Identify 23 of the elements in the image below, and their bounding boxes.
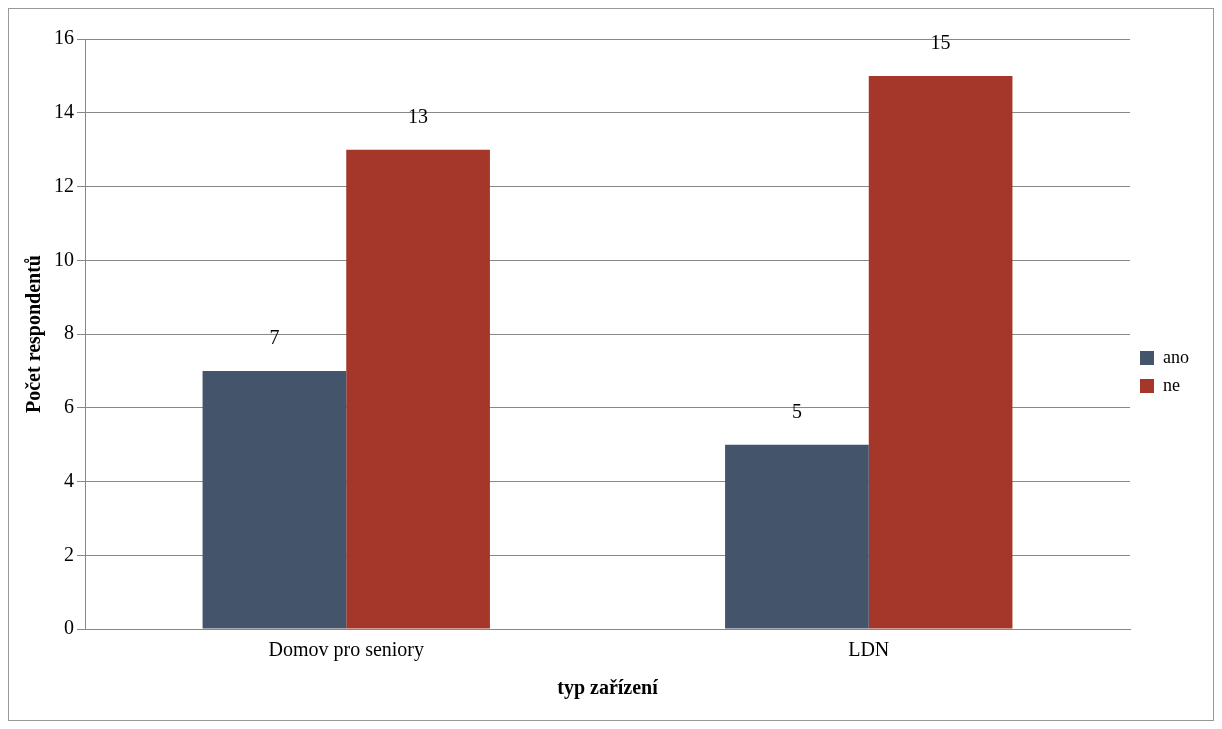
y-tick-label: 4 — [64, 468, 74, 491]
x-axis-title: typ zařízení — [557, 676, 659, 700]
x-tick-label: LDN — [848, 638, 890, 661]
y-axis-title: Počet respondentů — [22, 255, 46, 413]
y-tick-label: 16 — [54, 26, 74, 49]
data-label: 13 — [408, 104, 429, 127]
y-tick-label: 0 — [64, 616, 74, 639]
data-label: 5 — [791, 399, 802, 422]
bar — [202, 370, 347, 629]
x-tick-label: Domov pro seniory — [268, 638, 425, 662]
legend-label: ano — [1163, 346, 1190, 367]
data-label: 15 — [930, 31, 951, 54]
bar — [346, 149, 490, 629]
bar — [868, 75, 1013, 629]
legend-label: ne — [1163, 374, 1181, 395]
y-tick-label: 10 — [54, 247, 74, 270]
y-tick-label: 14 — [54, 100, 74, 122]
y-tick-label: 6 — [64, 395, 74, 417]
bar — [725, 444, 869, 629]
y-tick-label: 8 — [64, 321, 74, 344]
y-tick-label: 12 — [54, 173, 74, 196]
data-label: 7 — [269, 326, 280, 349]
y-tick-label: 2 — [64, 542, 74, 565]
